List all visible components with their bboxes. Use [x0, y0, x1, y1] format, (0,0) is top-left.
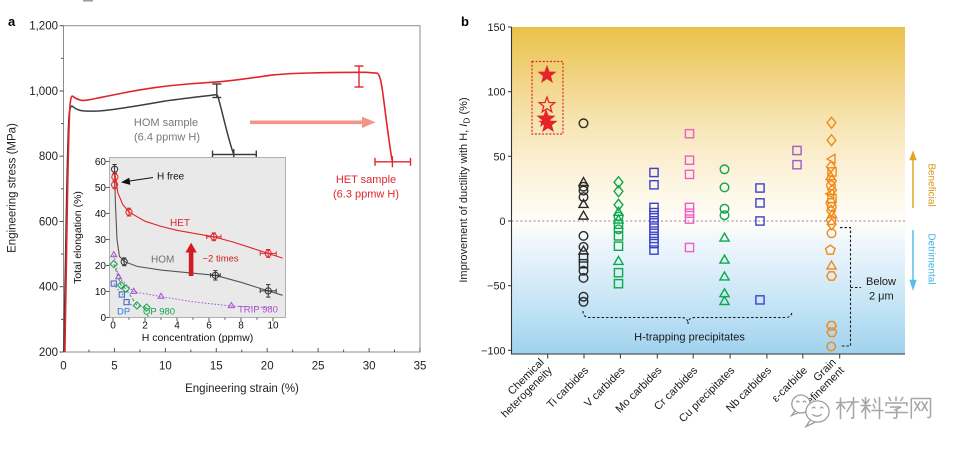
svg-text:60: 60 — [95, 157, 107, 168]
svg-text:0: 0 — [110, 321, 116, 332]
svg-text:30: 30 — [95, 235, 107, 246]
svg-text:−50: −50 — [487, 281, 505, 293]
svg-text:10: 10 — [159, 361, 172, 373]
svg-text:200: 200 — [39, 347, 58, 359]
svg-text:HOM sample: HOM sample — [134, 117, 198, 129]
svg-text:35: 35 — [414, 361, 427, 373]
svg-text:HOM: HOM — [151, 255, 174, 266]
svg-text:6: 6 — [206, 321, 212, 332]
svg-text:2: 2 — [142, 321, 148, 332]
svg-text:HET: HET — [170, 218, 190, 229]
svg-text:10: 10 — [95, 287, 107, 298]
svg-text:800: 800 — [39, 151, 58, 163]
svg-text:Below: Below — [866, 276, 896, 288]
svg-text:0: 0 — [499, 216, 505, 228]
svg-text:b: b — [461, 14, 469, 29]
svg-text:50: 50 — [493, 151, 505, 163]
svg-text:40: 40 — [95, 209, 107, 220]
svg-text:1,200: 1,200 — [29, 21, 58, 33]
svg-text:100: 100 — [487, 87, 505, 99]
svg-text:20: 20 — [261, 361, 274, 373]
svg-text:Improvement of ductility with: Improvement of ductility with H, ID (%) — [458, 97, 472, 282]
svg-text:Engineering stress (MPa): Engineering stress (MPa) — [7, 123, 19, 253]
svg-text:(6.4 ppmw H): (6.4 ppmw H) — [134, 132, 200, 144]
svg-text:150: 150 — [487, 22, 505, 34]
svg-text:30: 30 — [363, 361, 376, 373]
svg-text:20: 20 — [95, 261, 107, 272]
svg-text:a: a — [8, 14, 16, 29]
svg-text:50: 50 — [95, 183, 107, 194]
svg-text:8: 8 — [238, 321, 244, 332]
svg-text:25: 25 — [312, 361, 325, 373]
svg-text:TRIP 980: TRIP 980 — [238, 305, 278, 316]
svg-text:HET sample: HET sample — [336, 174, 396, 186]
svg-text:600: 600 — [39, 217, 58, 229]
svg-text:400: 400 — [39, 282, 58, 294]
svg-text:H-trapping precipitates: H-trapping precipitates — [634, 332, 745, 344]
svg-text:~2 times: ~2 times — [203, 254, 239, 265]
svg-text:5: 5 — [111, 361, 117, 373]
svg-text:QP 980: QP 980 — [143, 307, 175, 318]
svg-text:10: 10 — [267, 321, 279, 332]
svg-text:2 μm: 2 μm — [869, 291, 894, 303]
svg-text:Engineering strain (%): Engineering strain (%) — [185, 383, 299, 395]
svg-text:Total elongation (%): Total elongation (%) — [72, 191, 84, 284]
svg-text:DP: DP — [117, 307, 130, 318]
svg-text:1,000: 1,000 — [29, 86, 58, 98]
svg-text:(6.3 ppmw H): (6.3 ppmw H) — [333, 189, 399, 201]
svg-text:H concentration (ppmw): H concentration (ppmw) — [142, 332, 253, 344]
svg-text:0: 0 — [100, 313, 106, 324]
svg-text:Detrimental: Detrimental — [926, 233, 937, 284]
svg-text:0: 0 — [60, 361, 66, 373]
svg-text:H free: H free — [157, 172, 185, 183]
svg-text:4: 4 — [174, 321, 180, 332]
svg-text:−100: −100 — [481, 345, 505, 357]
svg-text:15: 15 — [210, 361, 223, 373]
svg-text:Beneficial: Beneficial — [926, 163, 937, 206]
